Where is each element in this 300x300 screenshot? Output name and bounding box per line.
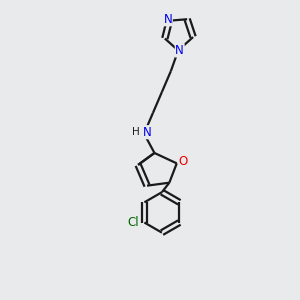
- Text: H: H: [132, 127, 140, 137]
- Text: N: N: [175, 44, 184, 57]
- Text: N: N: [143, 126, 152, 139]
- Text: N: N: [164, 13, 172, 26]
- Text: O: O: [179, 155, 188, 168]
- Text: Cl: Cl: [127, 216, 139, 229]
